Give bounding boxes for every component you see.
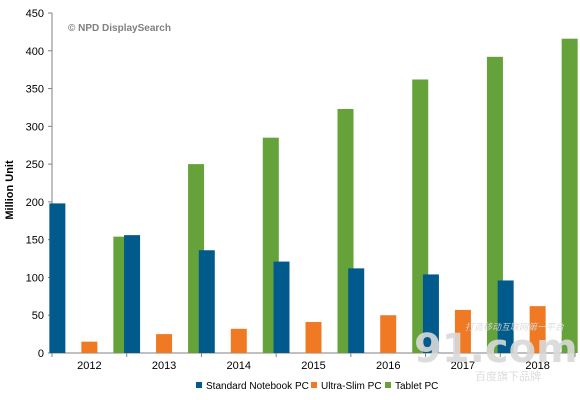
y-tick-label: 250 — [26, 159, 44, 171]
y-tick-label: 0 — [38, 348, 44, 360]
bar-standard-notebook-pc-2012 — [49, 203, 66, 353]
y-tick-label: 300 — [26, 121, 44, 133]
source-note: © NPD DisplaySearch — [68, 23, 171, 34]
legend-swatch — [385, 382, 391, 388]
x-tick-label: 2012 — [77, 360, 101, 372]
y-axis-label: Million Unit — [4, 160, 16, 220]
bar-ultra-slim-pc-2018 — [529, 306, 546, 353]
y-tick-label: 200 — [26, 197, 44, 209]
bar-standard-notebook-pc-2018 — [497, 280, 514, 353]
x-tick-label: 2013 — [152, 360, 176, 372]
watermark-subline: 百度旗下品牌 — [475, 369, 541, 383]
bar-ultra-slim-pc-2013 — [156, 334, 173, 353]
y-tick-label: 400 — [26, 46, 44, 58]
legend: Standard Notebook PC Ultra-Slim PC Tablet … — [196, 381, 438, 392]
bar-standard-notebook-pc-2013 — [124, 235, 141, 353]
legend-label: Standard Notebook PC — [206, 381, 309, 392]
y-tick-label: 450 — [26, 8, 44, 20]
x-tick-label: 2015 — [301, 360, 325, 372]
watermark-logo: 91.com — [414, 326, 578, 372]
bar-ultra-slim-pc-2014 — [230, 328, 247, 353]
category-labels: 2012 2013 2014 2015 2016 2017 2018 — [51, 353, 576, 372]
legend-label: Tablet PC — [395, 381, 438, 392]
x-tick-label: 2014 — [227, 360, 251, 372]
bar-standard-notebook-pc-2015 — [273, 261, 290, 353]
bar-tablet-pc-2017 — [486, 56, 503, 353]
bar-ultra-slim-pc-2016 — [380, 315, 397, 353]
bar-standard-notebook-pc-2014 — [198, 250, 215, 353]
bar-ultra-slim-pc-2012 — [81, 341, 98, 353]
axes: 0 50 100 150 200 250 300 350 400 450 — [26, 8, 575, 360]
bar-standard-notebook-pc-2016 — [348, 268, 365, 353]
bar-ultra-slim-pc-2015 — [305, 322, 322, 353]
y-tick-label: 100 — [26, 272, 44, 284]
legend-swatch — [196, 382, 202, 388]
watermark-tagline: 打造移动互联网第一平台 — [465, 322, 565, 333]
watermark: 打造移动互联网第一平台 91.com 百度旗下品牌 — [414, 322, 578, 383]
x-tick-label: 2017 — [451, 360, 475, 372]
bar-standard-notebook-pc-2017 — [422, 274, 439, 353]
y-tick-label: 350 — [26, 84, 44, 96]
legend-label: Ultra-Slim PC — [321, 381, 382, 392]
x-tick-label: 2016 — [376, 360, 400, 372]
legend-swatch — [311, 382, 317, 388]
bar-ultra-slim-pc-2017 — [454, 309, 471, 353]
y-tick-label: 150 — [26, 235, 44, 247]
x-tick-label: 2018 — [525, 360, 549, 372]
y-tick-label: 50 — [32, 310, 44, 322]
bar-tablet-pc-2018 — [561, 38, 578, 353]
bars — [49, 38, 578, 353]
